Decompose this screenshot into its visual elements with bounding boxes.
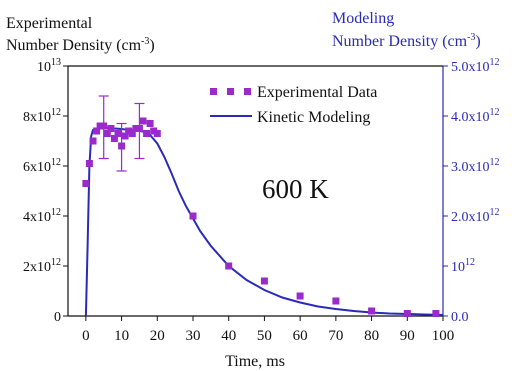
x-tick-label: 20 xyxy=(150,328,165,344)
right-tick-sup: 12 xyxy=(465,257,475,268)
left-tick-label: 4x1012 xyxy=(23,207,61,225)
x-tick-label: 60 xyxy=(293,328,308,344)
x-tick-label: 80 xyxy=(364,328,379,344)
legend-label-experimental: Experimental Data xyxy=(257,84,377,101)
experimental-data-point xyxy=(135,125,143,132)
experimental-data-point xyxy=(146,120,154,127)
left-axis-title-close: ) xyxy=(149,37,154,54)
right-tick-label: 2.0x1012 xyxy=(451,207,500,225)
right-tick-label: 4.0x1012 xyxy=(451,107,500,125)
right-tick-label: 1012 xyxy=(451,257,475,275)
right-axis-title-close: ) xyxy=(475,33,480,50)
right-tick-label: 5.0x1012 xyxy=(451,57,500,75)
right-axis-title-line1: Modeling xyxy=(332,10,394,27)
right-tick-label: 3.0x1012 xyxy=(451,157,500,175)
left-tick-sup: 12 xyxy=(51,107,61,118)
x-tick-label: 100 xyxy=(432,328,455,344)
experimental-data-point xyxy=(89,137,97,145)
right-axis-title-line2: Number Density (cm-3) xyxy=(332,32,481,50)
legend: Experimental Data Kinetic Modeling xyxy=(210,84,377,126)
x-tick-label: 90 xyxy=(400,328,415,344)
experimental-data-point xyxy=(93,127,101,135)
legend-marker-exp-1 xyxy=(210,88,217,95)
experimental-data-point xyxy=(85,160,93,167)
right-tick-base: 4.0x10 xyxy=(451,110,490,125)
experimental-data-point xyxy=(128,130,136,137)
experimental-data-point xyxy=(332,297,340,305)
experimental-data-point xyxy=(110,135,118,142)
right-axis-title-main: Number Density (cm xyxy=(332,33,468,50)
experimental-data-point xyxy=(189,212,197,220)
experimental-data-point xyxy=(260,277,268,285)
experimental-data-point xyxy=(225,262,233,270)
right-tick-base: 0.0 xyxy=(451,310,469,325)
right-tick-base: 10 xyxy=(451,260,465,275)
right-tick-sup: 12 xyxy=(490,157,500,168)
temperature-annotation: 600 K xyxy=(262,174,329,204)
x-tick-label: 40 xyxy=(221,328,236,344)
experimental-data-point xyxy=(153,130,161,137)
left-tick-label: 6x1012 xyxy=(23,157,61,175)
left-tick-label: 0 xyxy=(54,310,61,325)
right-tick-sup: 12 xyxy=(490,207,500,218)
right-tick-base: 5.0x10 xyxy=(451,60,490,75)
experimental-data-point xyxy=(82,180,90,187)
legend-marker-exp-2 xyxy=(227,88,234,95)
experimental-data-point xyxy=(107,125,115,132)
x-axis-label: Time, ms xyxy=(225,353,285,370)
right-tick-sup: 12 xyxy=(490,107,500,118)
x-tick-label: 30 xyxy=(186,328,201,344)
experimental-data-point xyxy=(403,310,411,317)
right-tick-sup: 12 xyxy=(490,57,500,68)
experimental-data-point xyxy=(114,130,122,137)
left-axis-title-main: Number Density (cm xyxy=(6,37,142,54)
experimental-data-point xyxy=(432,310,440,317)
experimental-data-point xyxy=(296,292,304,300)
experimental-data-point xyxy=(121,132,129,140)
left-tick-sup: 12 xyxy=(51,157,61,168)
experimental-data-point xyxy=(150,127,158,135)
left-tick-base: 6x10 xyxy=(23,160,51,175)
left-tick-base: 4x10 xyxy=(23,210,51,225)
experimental-data-point xyxy=(103,130,111,137)
experimental-data-point xyxy=(139,117,147,125)
right-tick-base: 2.0x10 xyxy=(451,210,490,225)
left-tick-base: 0 xyxy=(54,310,61,325)
left-tick-base: 2x10 xyxy=(23,260,51,275)
left-axis-title-sup: -3 xyxy=(141,36,149,47)
x-tick-label: 50 xyxy=(257,328,272,344)
experimental-data-point xyxy=(368,307,376,315)
left-tick-label: 2x1012 xyxy=(23,257,61,275)
experimental-data-point xyxy=(100,122,108,130)
x-tick-label: 70 xyxy=(328,328,343,344)
right-tick-base: 3.0x10 xyxy=(451,160,490,175)
left-tick-base: 10 xyxy=(37,60,51,75)
experimental-data-point xyxy=(125,127,133,135)
right-tick-label: 0.0 xyxy=(451,310,469,325)
left-tick-sup: 12 xyxy=(51,257,61,268)
experimental-points-group xyxy=(82,95,440,317)
legend-label-kinetic: Kinetic Modeling xyxy=(257,109,370,126)
experimental-data-point xyxy=(96,122,104,130)
right-axis-title-sup: -3 xyxy=(467,32,475,43)
x-tick-label: 10 xyxy=(114,328,129,344)
experimental-data-point xyxy=(143,130,151,137)
left-tick-sup: 13 xyxy=(51,57,61,68)
experimental-data-point xyxy=(118,142,126,150)
x-ticks: 0 10 20 30 40 50 60 70 80 90 100 xyxy=(82,316,454,344)
left-axis-title-line2: Number Density (cm-3) xyxy=(6,36,155,54)
left-axis-title-line1: Experimental xyxy=(6,15,93,32)
legend-marker-exp-3 xyxy=(244,88,251,95)
left-tick-label: 8x1012 xyxy=(23,107,61,125)
left-tick-label: 1013 xyxy=(37,57,61,75)
left-tick-sup: 12 xyxy=(51,207,61,218)
x-tick-label: 0 xyxy=(82,328,90,344)
left-tick-base: 8x10 xyxy=(23,110,51,125)
